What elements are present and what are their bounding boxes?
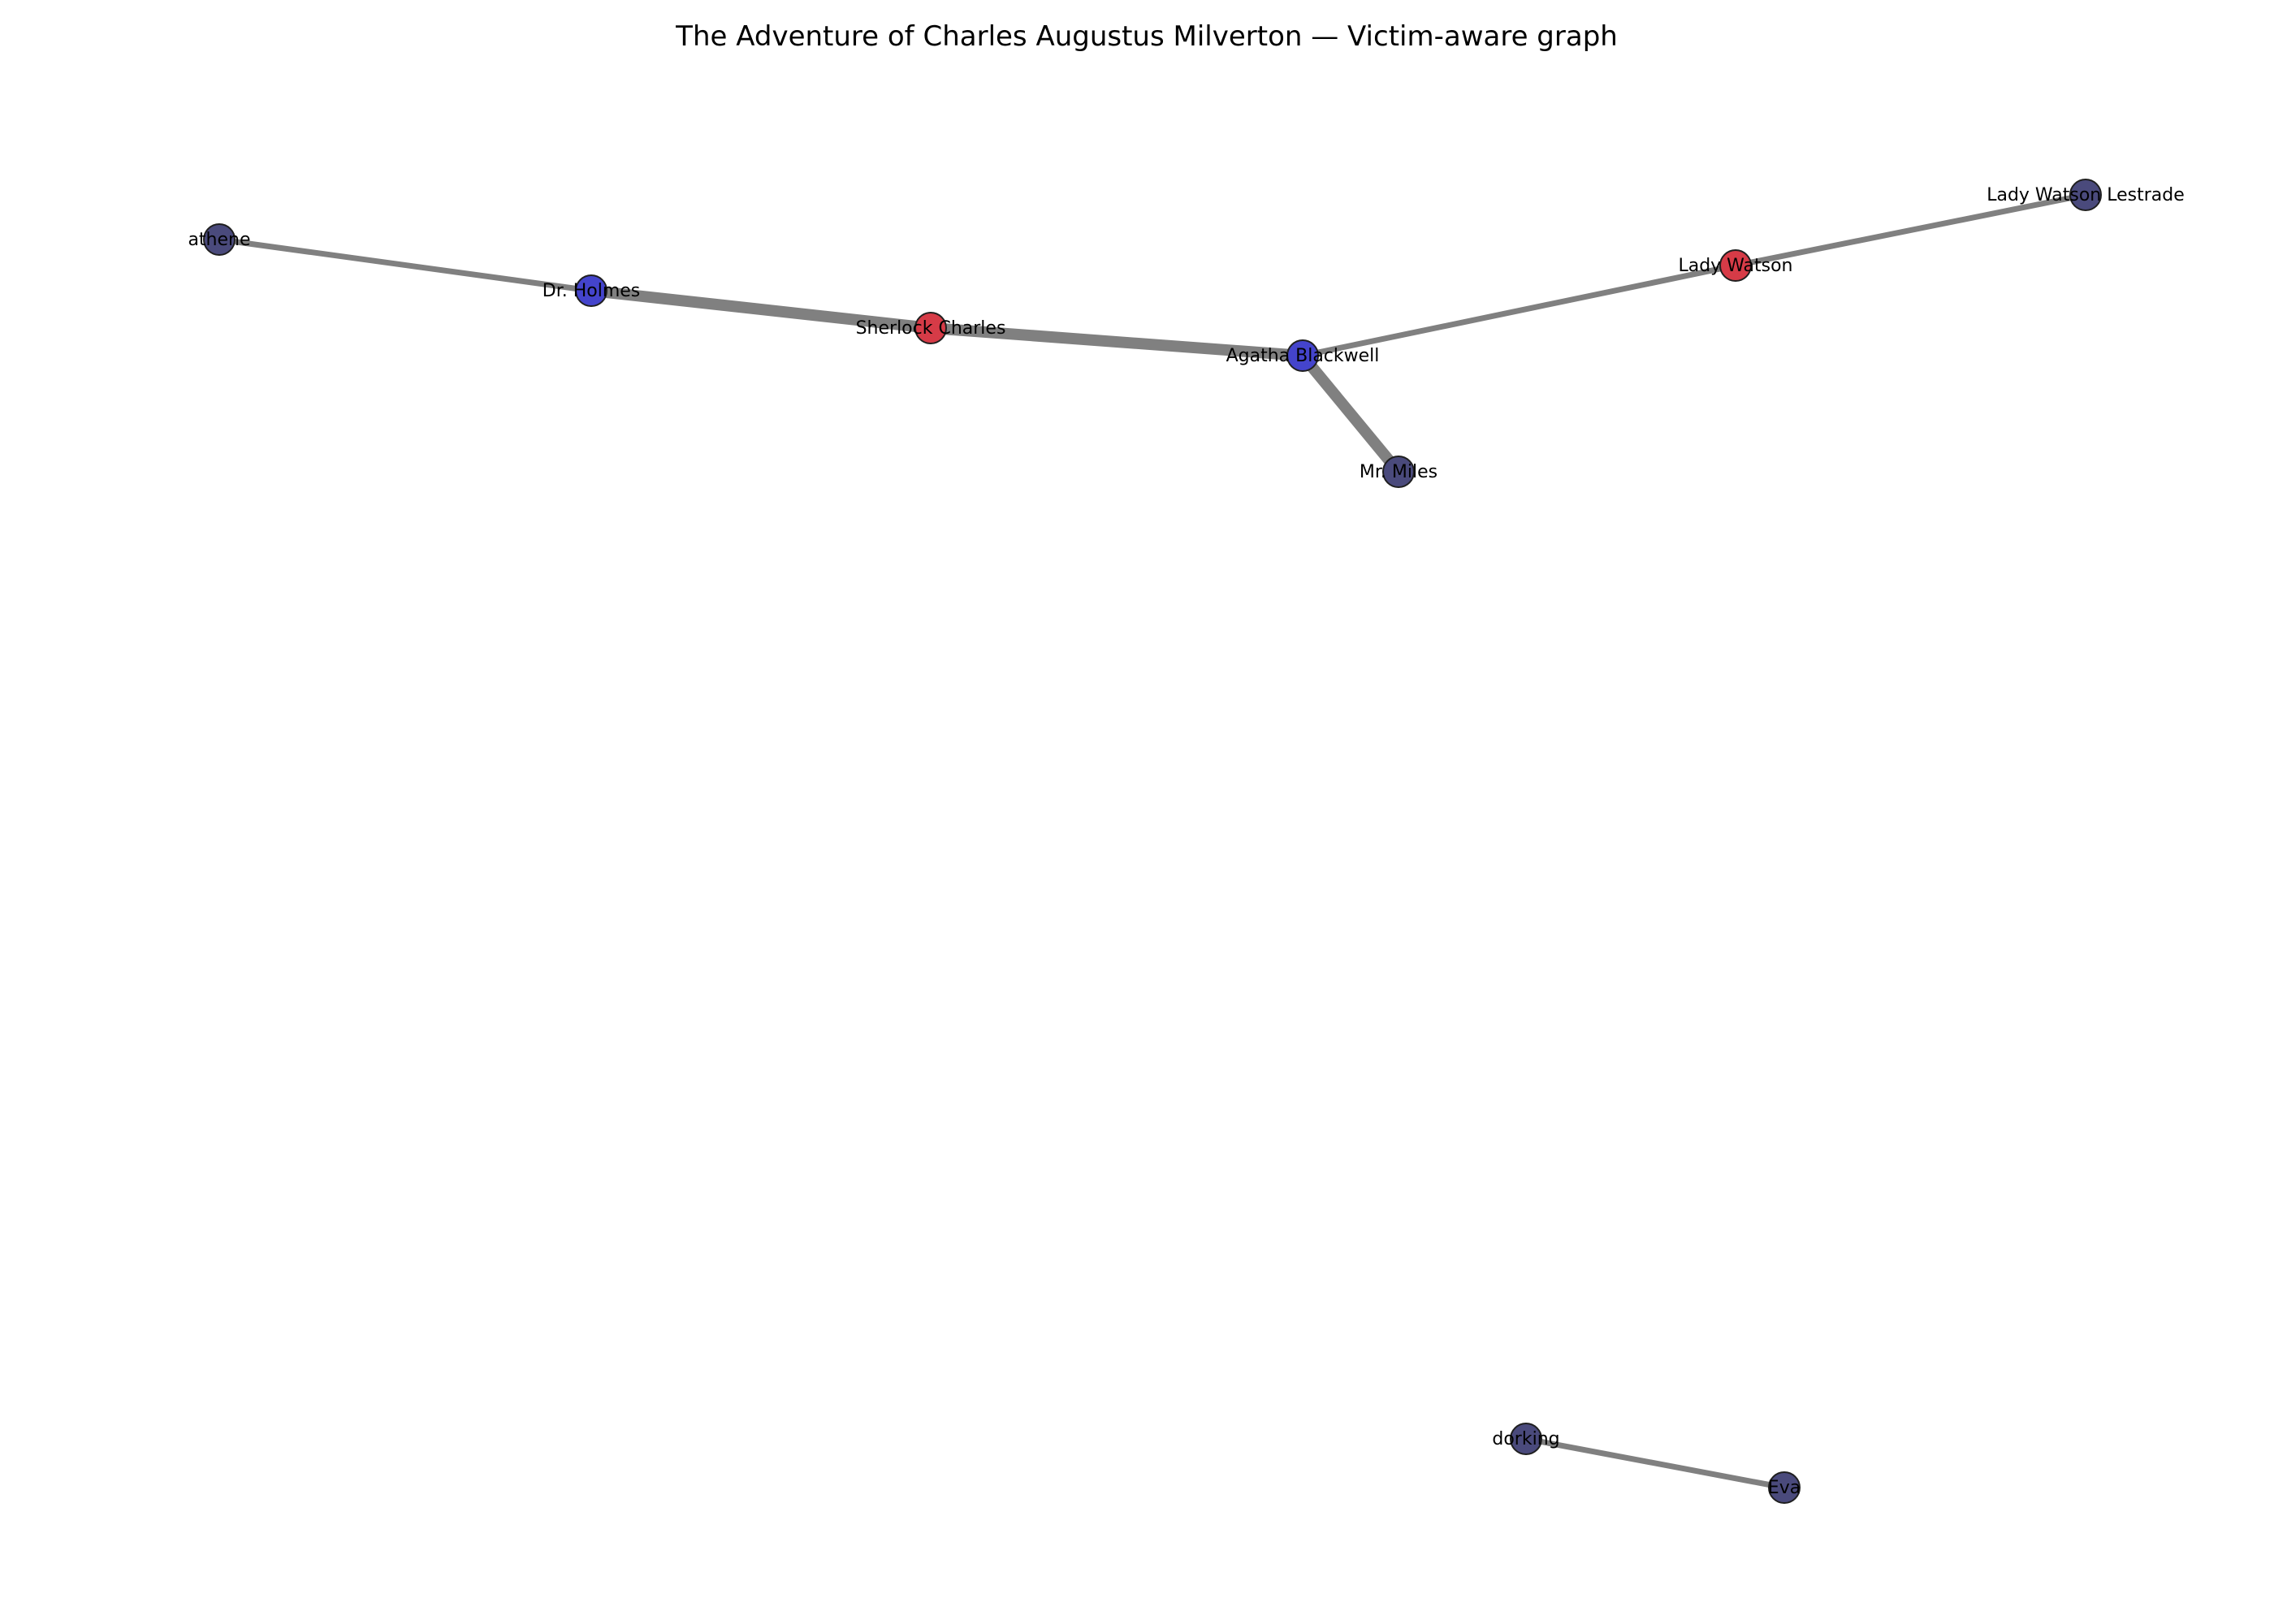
edge-agatha-blackwell-lady-watson [1299, 262, 1739, 359]
edge-dr-holmes-sherlock-charles [586, 285, 936, 334]
labels-layer: athene Dr. Holmes Sherlock Charles Agatha B… [188, 185, 2184, 1498]
node-label-dorking: dorking [1492, 1429, 1559, 1449]
node-label-eva: Eva [1768, 1478, 1801, 1498]
node-dr-holmes[interactable] [575, 274, 607, 307]
node-label-lady-watson: Lady Watson [1678, 256, 1792, 276]
node-athene[interactable] [203, 223, 236, 256]
edge-lady-watson-lady-watson-lestrade [1732, 192, 2089, 269]
node-label-sherlock-charles: Sherlock Charles [856, 318, 1006, 339]
edge-agatha-blackwell-mr-miles [1297, 350, 1404, 477]
graph-title: The Adventure of Charles Augustus Milver… [675, 20, 1618, 53]
node-lady-watson-lestrade[interactable] [2069, 179, 2102, 211]
node-label-mr-miles: Mr. Miles [1360, 462, 1437, 482]
node-eva[interactable] [1768, 1471, 1801, 1504]
node-label-dr-holmes: Dr. Holmes [543, 281, 641, 301]
node-sherlock-charles[interactable] [914, 312, 947, 344]
edge-athene-dr-holmes [216, 236, 594, 294]
node-label-agatha-blackwell: Agatha Blackwell [1226, 346, 1380, 366]
node-label-athene: athene [188, 230, 250, 250]
node-agatha-blackwell[interactable] [1286, 339, 1319, 372]
edges-layer [216, 192, 2089, 1491]
node-mr-miles[interactable] [1382, 456, 1415, 488]
nodes-layer [203, 179, 2102, 1504]
edge-sherlock-charles-agatha-blackwell [925, 322, 1308, 361]
edge-dorking-eva [1523, 1436, 1788, 1491]
node-label-lady-watson-lestrade: Lady Watson Lestrade [1987, 185, 2185, 205]
node-dorking[interactable] [1510, 1423, 1542, 1455]
node-lady-watson[interactable] [1719, 249, 1752, 282]
